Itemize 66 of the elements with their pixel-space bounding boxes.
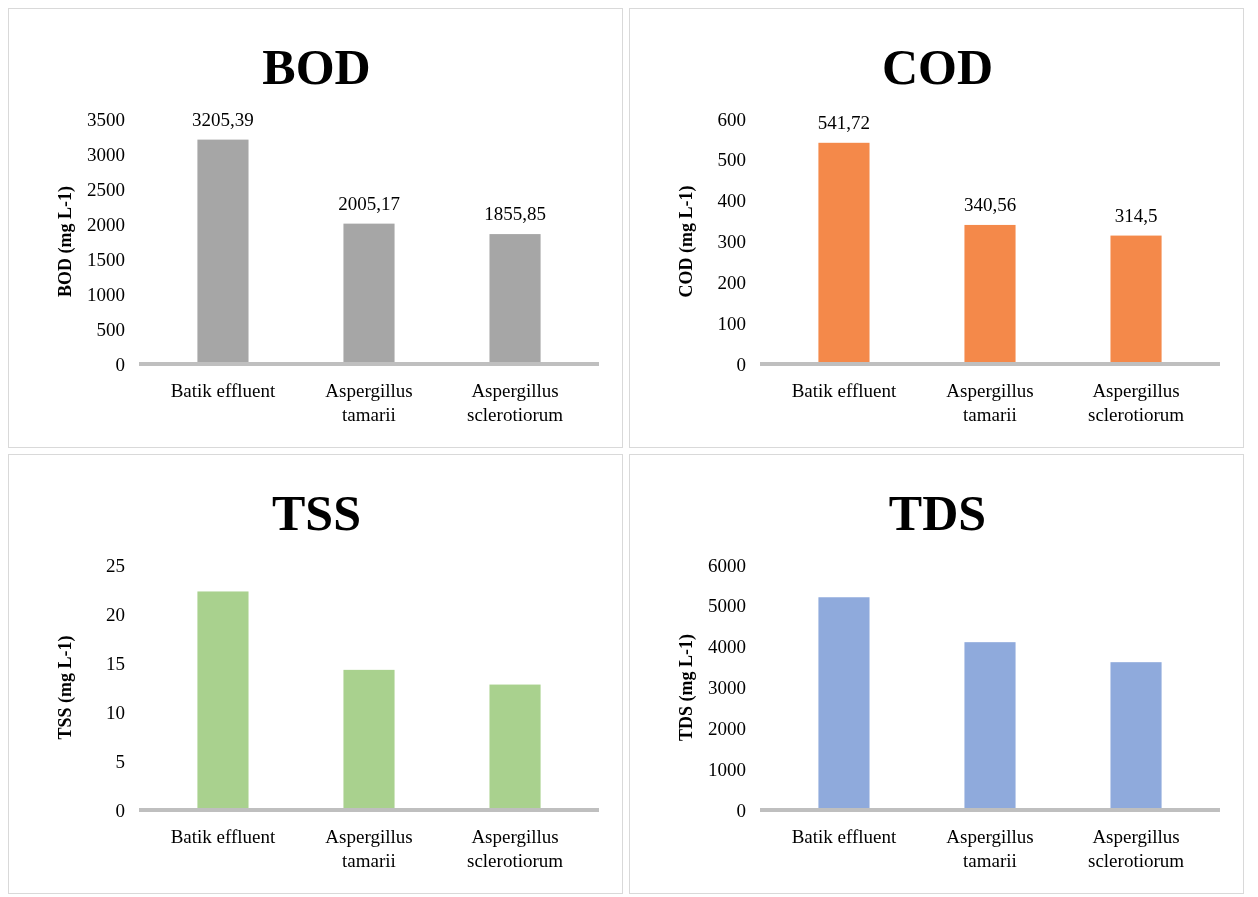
bar: [197, 591, 249, 810]
y-tick-label: 0: [115, 353, 125, 375]
data-label: 541,72: [817, 111, 871, 133]
data-label: 2005,17: [338, 192, 400, 214]
y-tick-label: 3000: [87, 143, 125, 165]
y-tick-label: 3500: [87, 108, 125, 130]
x-tick-label: Aspergillus tamarii: [946, 380, 1034, 425]
y-tick-label: 5000: [708, 595, 746, 617]
bar: [343, 223, 395, 364]
y-tick-label: 500: [717, 149, 746, 171]
bar: [818, 142, 870, 364]
chart-title: COD: [881, 39, 994, 95]
y-tick-label: 4000: [708, 636, 746, 658]
y-tick-label: 5: [115, 750, 125, 772]
y-tick-label: 400: [717, 190, 746, 212]
x-tick-label: Aspergillus sclerotiorum: [1088, 826, 1185, 871]
x-tick-label: Batik effluent: [791, 826, 898, 847]
data-label: 314,5: [1114, 204, 1158, 226]
bar: [197, 139, 249, 364]
data-label: 3205,39: [192, 108, 254, 130]
y-tick-label: 1000: [87, 283, 125, 305]
chart-title: BOD: [262, 39, 371, 95]
y-tick-label: 2500: [87, 178, 125, 200]
y-tick-label: 0: [115, 799, 125, 821]
x-tick-label: Aspergillus sclerotiorum: [467, 380, 564, 425]
y-tick-label: 1500: [87, 248, 125, 270]
y-tick-label: 15: [106, 652, 125, 674]
x-tick-label: Aspergillus sclerotiorum: [467, 826, 564, 871]
x-tick-label: Batik effluent: [170, 380, 277, 401]
y-tick-label: 25: [106, 554, 125, 576]
x-tick-label: Batik effluent: [170, 826, 277, 847]
y-tick-label: 2000: [87, 213, 125, 235]
y-tick-label: 500: [96, 318, 125, 340]
y-tick-label: 2000: [708, 717, 746, 739]
x-tick-label: Batik effluent: [791, 380, 898, 401]
chart-title: TSS: [272, 485, 361, 541]
y-tick-label: 200: [717, 271, 746, 293]
bar: [964, 224, 1016, 364]
bar: [818, 597, 870, 810]
y-tick-label: 300: [717, 231, 746, 253]
data-label: 1855,85: [484, 203, 546, 225]
bar: [343, 669, 395, 810]
y-tick-label: 0: [736, 353, 746, 375]
y-axis-title: COD (mg L-1): [676, 185, 697, 298]
y-tick-label: 600: [717, 108, 746, 130]
bar: [964, 642, 1016, 810]
y-tick-label: 0: [736, 799, 746, 821]
chart-title: TDS: [888, 485, 987, 541]
y-tick-label: 10: [106, 701, 125, 723]
y-tick-label: 3000: [708, 677, 746, 699]
y-tick-label: 1000: [708, 758, 746, 780]
x-tick-label: Aspergillus tamarii: [325, 380, 413, 425]
y-axis-title: TSS (mg L-1): [55, 635, 76, 740]
y-axis-title: BOD (mg L-1): [55, 186, 76, 297]
bar: [1110, 662, 1162, 810]
y-tick-label: 100: [717, 312, 746, 334]
bar: [1110, 235, 1162, 364]
y-axis-title: TDS (mg L-1): [676, 634, 697, 741]
y-tick-label: 6000: [708, 554, 746, 576]
x-tick-label: Aspergillus tamarii: [325, 826, 413, 871]
data-label: 340,56: [963, 193, 1017, 215]
x-tick-label: Aspergillus sclerotiorum: [1088, 380, 1185, 425]
bar: [489, 684, 541, 810]
x-tick-label: Aspergillus tamarii: [946, 826, 1034, 871]
bar: [489, 234, 541, 364]
y-tick-label: 20: [106, 603, 125, 625]
